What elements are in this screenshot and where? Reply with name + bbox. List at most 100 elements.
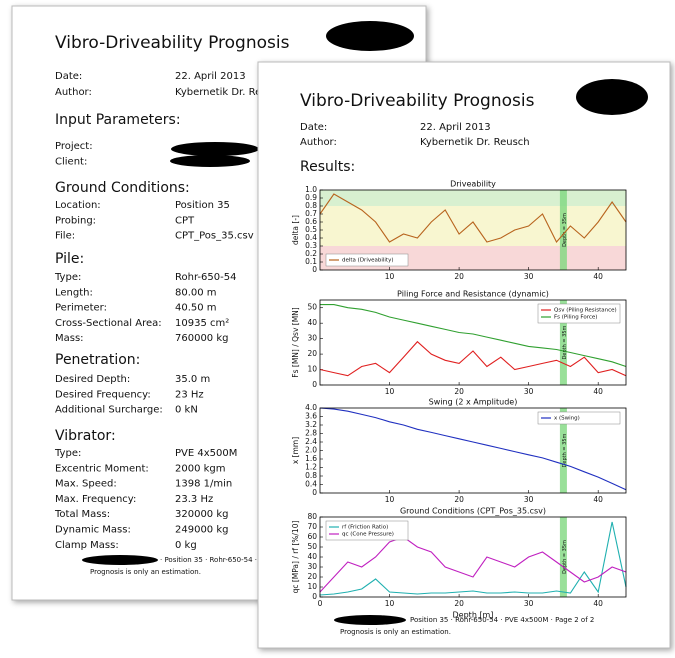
y-axis-label: x [mm] (291, 437, 300, 464)
x-tick-label: 20 (454, 272, 464, 281)
value: 249000 kg (175, 525, 229, 536)
value: PVE 4x500M (175, 448, 237, 459)
section-heading: Ground Conditions: (55, 180, 190, 196)
label: Project: (55, 141, 93, 152)
series-line (319, 340, 627, 377)
label: Length: (55, 287, 93, 298)
value: 22. April 2013 (420, 122, 491, 133)
page-1-content: Vibro-Driveability Prognosis Date: 22. Apr… (54, 33, 290, 576)
x-tick-label: 10 (385, 387, 395, 396)
y-tick-label: 3.6 (305, 412, 317, 421)
section-heading: Vibrator: (55, 428, 116, 444)
marker-label: Depth = 35m (562, 540, 568, 574)
value: Kybernetik Dr. Reusch (175, 87, 285, 98)
y-tick-label: 1.6 (305, 454, 317, 463)
footer: Prognosis is only an estimation. (340, 628, 451, 636)
legend-label: rf (Friction Ratio) (342, 525, 388, 531)
legend-label: Qsv (Piling Resistance) (554, 308, 617, 314)
marker-label: Depth = 35m (562, 325, 568, 359)
legend-label: qc (Cone Pressure) (342, 532, 394, 538)
x-tick-label: 10 (385, 272, 395, 281)
label: Additional Surcharge: (55, 405, 163, 416)
label: Location: (55, 200, 101, 211)
y-tick-label: 0.2 (305, 249, 317, 258)
depth-marker (559, 517, 567, 597)
redaction (326, 21, 414, 51)
x-tick-label: 20 (454, 495, 464, 504)
label: Cross-Sectional Area: (55, 318, 162, 329)
x-tick-label: 30 (524, 272, 534, 281)
legend-box (537, 411, 621, 425)
series-line (320, 304, 627, 368)
y-tick-label: 3.2 (305, 420, 317, 429)
x-tick-label: 30 (524, 495, 534, 504)
label: Clamp Mass: (55, 540, 119, 551)
label: Max. Speed: (55, 479, 117, 490)
chart-title: Swing (2 x Amplitude) (429, 398, 518, 407)
y-tick-label: 0.6 (305, 217, 317, 226)
y-tick-label: 2.0 (305, 446, 317, 455)
zone (320, 190, 626, 206)
y-tick-label: 60 (307, 532, 317, 541)
page-2-content: Vibro-Driveability Prognosis Date: 22. Apr… (291, 91, 627, 636)
y-tick-label: 20 (307, 572, 317, 581)
redaction (82, 555, 158, 565)
y-tick-label: 30 (307, 562, 317, 571)
footer: Position 35 · Rohr-650-54 · PVE 4x500M ·… (410, 616, 594, 624)
y-tick-label: 30 (307, 334, 317, 343)
y-axis-label: Fs [MN] / Qsv [MN] (291, 307, 300, 377)
x-axis-label: Depth [m] (453, 611, 494, 620)
label: Date: (300, 122, 327, 133)
redaction (334, 615, 406, 625)
label: Mass: (55, 333, 84, 344)
y-tick-label: 50 (307, 303, 317, 312)
value: 2000 kgm (175, 463, 226, 474)
y-tick-label: 0.9 (305, 193, 317, 202)
section-heading: Penetration: (55, 352, 140, 368)
x-tick-label: 40 (593, 495, 603, 504)
marker-label: Depth = 35m (562, 213, 568, 247)
y-tick-label: 1.2 (305, 463, 317, 472)
y-tick-label: 40 (307, 318, 317, 327)
value: 0 kN (175, 405, 198, 416)
y-axis-label: qc [MPa] / rf [%/10] (291, 521, 300, 594)
label: Dynamic Mass: (55, 525, 131, 536)
redaction (576, 79, 648, 115)
label: Date: (55, 71, 82, 82)
plot-frame (319, 516, 627, 598)
label: Desired Frequency: (55, 389, 151, 400)
y-tick-label: 0 (312, 380, 317, 389)
chart-title: Piling Force and Resistance (dynamic) (397, 290, 549, 299)
y-tick-label: 0.5 (305, 225, 317, 234)
value: Position 35 (175, 200, 230, 211)
y-tick-label: 2.8 (305, 429, 317, 438)
depth-marker (559, 408, 567, 493)
x-tick-label: 40 (593, 272, 603, 281)
series-line (319, 536, 627, 593)
value: 23.3 Hz (175, 494, 213, 505)
section-heading: Results: (300, 159, 355, 175)
value: 0 kg (175, 540, 197, 551)
footer: Prognosis is only an estimation. (90, 568, 201, 576)
depth-marker (559, 190, 567, 270)
x-tick-label: 20 (454, 599, 464, 608)
y-tick-label: 0.7 (305, 209, 317, 218)
title: Vibro-Driveability Prognosis (300, 91, 535, 111)
label: Type: (54, 448, 81, 459)
depth-marker (559, 300, 567, 385)
label: Probing: (55, 215, 96, 226)
legend-label: Fs (Piling Force) (554, 315, 597, 321)
plot-frame (319, 299, 627, 386)
label: Excentric Moment: (55, 463, 149, 474)
value: 320000 kg (175, 509, 229, 520)
y-tick-label: 0.3 (305, 241, 317, 250)
y-tick-label: 0.1 (305, 257, 317, 266)
plot-frame (319, 189, 627, 271)
legend-box (325, 520, 409, 541)
value: 22. April 2013 (175, 71, 246, 82)
zone (320, 206, 626, 246)
marker-label: Depth = 35m (562, 433, 568, 467)
label: Author: (55, 87, 92, 98)
